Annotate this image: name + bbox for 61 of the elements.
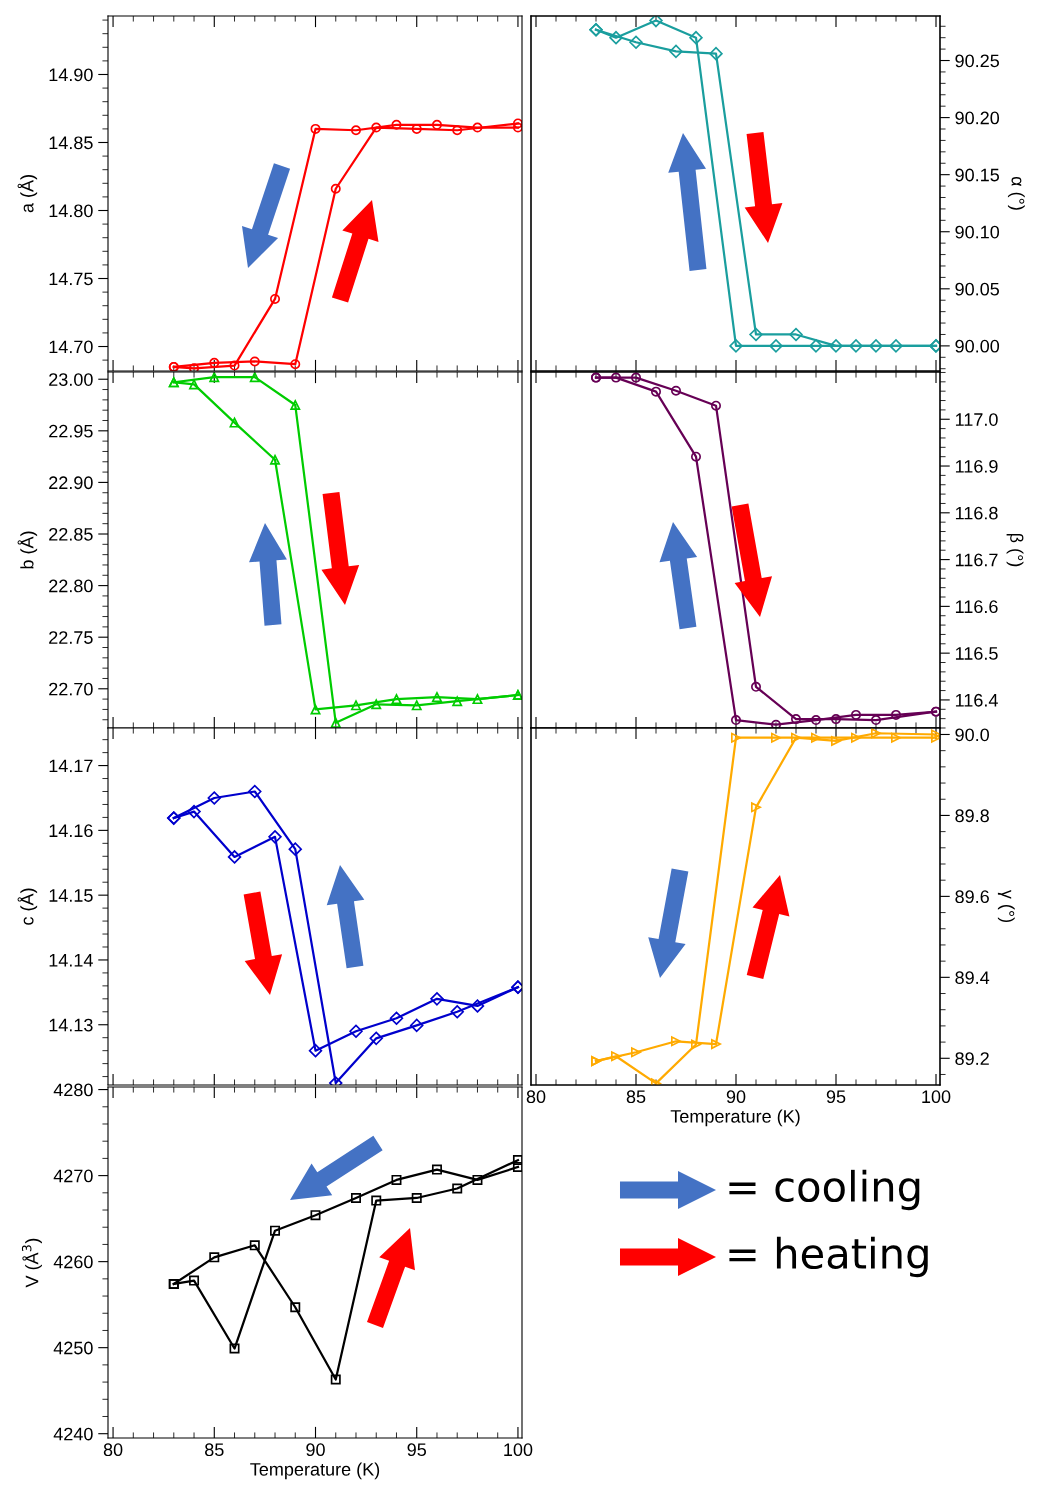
y-axis-title: V (Å$^{3}$) bbox=[21, 1238, 42, 1288]
y-tick-label: 14.85 bbox=[49, 136, 93, 150]
y-axis-title: b (Å) bbox=[17, 531, 38, 569]
y-tick-label: 14.13 bbox=[49, 1018, 93, 1032]
x-tick-label: 90 bbox=[306, 1443, 325, 1457]
y-tick-label: 4270 bbox=[53, 1169, 93, 1183]
text: 90.10 bbox=[955, 225, 1000, 239]
x-tick-label: 85 bbox=[205, 1443, 224, 1457]
text: = cooling bbox=[729, 1169, 920, 1211]
x-tick-label: 80 bbox=[103, 1443, 123, 1457]
text: 90.20 bbox=[955, 111, 1000, 125]
y-tick-label: 14.14 bbox=[49, 954, 93, 967]
y-axis-title: a (Å) bbox=[17, 175, 38, 213]
text: 116.4 bbox=[955, 693, 998, 707]
text: = heating bbox=[729, 1236, 928, 1278]
text: 117.0 bbox=[955, 413, 998, 426]
y-tick-label: 14.70 bbox=[49, 340, 93, 354]
y-tick-label: 23.00 bbox=[49, 373, 93, 386]
text: 90.05 bbox=[955, 282, 1000, 296]
text: 116.5 bbox=[955, 647, 998, 660]
x-tick-label: 95 bbox=[407, 1443, 427, 1457]
text: 89.8 bbox=[955, 809, 989, 823]
y-tick-label: 22.75 bbox=[49, 631, 93, 644]
y2-axis-title: β (°) bbox=[1006, 533, 1024, 567]
text: 116.6 bbox=[955, 600, 998, 614]
text: 90.00 bbox=[955, 339, 1000, 353]
y-tick-label: 22.70 bbox=[49, 682, 93, 696]
x-axis-title: Temperature (K) bbox=[250, 1462, 380, 1480]
text: 116.7 bbox=[955, 553, 998, 567]
text: 90.25 bbox=[955, 54, 1000, 68]
y-tick-label: 14.15 bbox=[49, 889, 93, 902]
x-tick-label: 100 bbox=[922, 1090, 951, 1104]
y-tick-label: 14.17 bbox=[49, 759, 93, 773]
y2-axis-title: γ (°) bbox=[997, 889, 1015, 923]
x-tick-label: 100 bbox=[504, 1443, 533, 1457]
y-axis-title: c (Å) bbox=[17, 888, 38, 925]
text: 90.0 bbox=[955, 728, 990, 742]
y-tick-label: 14.90 bbox=[49, 68, 93, 82]
x-axis-title: Temperature (K) bbox=[670, 1109, 800, 1127]
y-tick-label: 22.85 bbox=[49, 527, 93, 541]
text: 89.4 bbox=[955, 971, 990, 985]
x-tick-label: 95 bbox=[826, 1090, 846, 1104]
y-tick-label: 22.95 bbox=[49, 424, 93, 438]
text: 116.8 bbox=[955, 506, 998, 520]
text: 116.9 bbox=[955, 459, 998, 473]
y-tick-label: 22.90 bbox=[49, 476, 93, 490]
x-tick-label: 90 bbox=[726, 1090, 746, 1104]
text: 89.2 bbox=[955, 1052, 989, 1066]
y-tick-label: 4240 bbox=[53, 1427, 93, 1441]
y-tick-label: 4260 bbox=[53, 1255, 93, 1269]
y-tick-label: 14.75 bbox=[49, 272, 93, 286]
y-tick-label: 4280 bbox=[53, 1083, 93, 1097]
y-tick-label: 14.80 bbox=[49, 204, 93, 218]
y-tick-label: 14.16 bbox=[49, 824, 93, 838]
x-tick-label: 85 bbox=[626, 1090, 646, 1104]
y-tick-label: 22.80 bbox=[49, 579, 93, 593]
y2-axis-title: α (°) bbox=[1007, 176, 1025, 210]
text: 90.15 bbox=[955, 168, 1000, 182]
text: 89.6 bbox=[955, 890, 989, 904]
x-tick-label: 80 bbox=[526, 1090, 546, 1104]
y-tick-label: 4250 bbox=[53, 1341, 93, 1355]
